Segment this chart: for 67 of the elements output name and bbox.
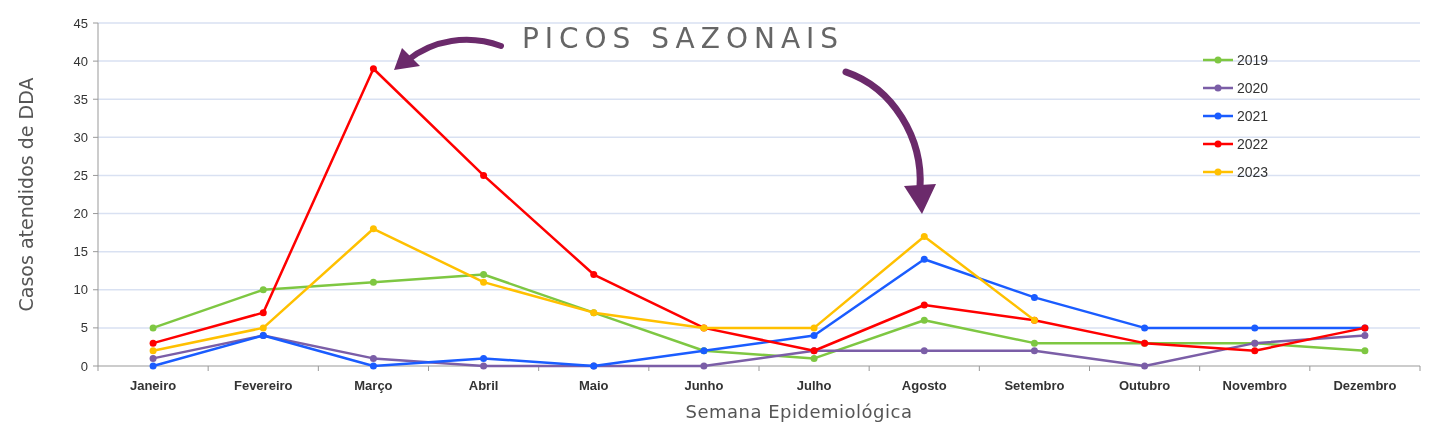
legend-label: 2020	[1237, 79, 1269, 96]
x-tick-label: Maio	[578, 378, 609, 393]
point	[1251, 324, 1259, 332]
point	[149, 354, 157, 362]
legend-label: 2022	[1237, 135, 1269, 152]
point	[480, 362, 488, 370]
legend-label: 2021	[1237, 107, 1269, 124]
point	[480, 271, 488, 279]
legend-label: 2019	[1237, 51, 1269, 68]
point	[1141, 362, 1149, 370]
point	[480, 171, 488, 179]
y-tick-label: 35	[73, 91, 88, 107]
y-tick-label: 0	[80, 358, 88, 374]
point	[1030, 347, 1038, 355]
y-tick-label: 40	[73, 53, 88, 69]
point	[810, 332, 818, 340]
point	[480, 278, 488, 286]
y-tick-label: 10	[73, 282, 88, 298]
point	[1141, 324, 1149, 332]
point	[920, 316, 928, 324]
point	[1251, 347, 1259, 355]
y-tick-label: 15	[73, 244, 88, 260]
point	[920, 232, 928, 240]
y-tick-label: 25	[73, 167, 88, 183]
x-tick-label: Abril	[468, 378, 499, 393]
point	[1030, 339, 1038, 347]
x-tick-label: Dezembro	[1333, 378, 1397, 393]
point	[149, 339, 157, 347]
point	[369, 65, 377, 73]
point	[920, 255, 928, 263]
y-tick-label: 5	[80, 320, 88, 336]
x-tick-label: Setembro	[1004, 378, 1065, 393]
point	[149, 362, 157, 370]
x-tick-label: Julho	[796, 378, 832, 393]
x-tick-label: Outubro	[1118, 378, 1171, 393]
point	[1361, 332, 1369, 340]
point	[920, 301, 928, 309]
x-tick-label: Novembro	[1222, 378, 1287, 393]
point	[480, 354, 488, 362]
x-axis-title: Semana Epidemiológica	[685, 401, 913, 422]
x-tick-label: Junho	[684, 378, 724, 393]
point	[920, 347, 928, 355]
point	[259, 324, 267, 332]
legend-label: 2023	[1237, 163, 1269, 180]
point	[259, 309, 267, 317]
point	[810, 354, 818, 362]
x-tick-label: Março	[354, 378, 393, 393]
x-tick-label: Agosto	[901, 378, 947, 393]
point	[369, 278, 377, 286]
point	[369, 225, 377, 233]
point	[1361, 347, 1369, 355]
point	[369, 354, 377, 362]
y-tick-label: 45	[73, 15, 88, 31]
point	[149, 324, 157, 332]
point	[149, 347, 157, 355]
point	[369, 362, 377, 370]
y-tick-label: 30	[73, 129, 88, 145]
y-tick-label: 20	[73, 206, 88, 222]
point	[259, 286, 267, 294]
x-tick-label: Fevereiro	[233, 378, 293, 393]
point	[1030, 293, 1038, 301]
annotation: PICOS SAZONAIS	[521, 22, 845, 55]
point	[590, 271, 598, 279]
point	[700, 362, 708, 370]
y-axis-title: Casos atendidos de DDA	[15, 77, 37, 312]
point	[810, 324, 818, 332]
x-tick-label: Janeiro	[129, 378, 177, 393]
